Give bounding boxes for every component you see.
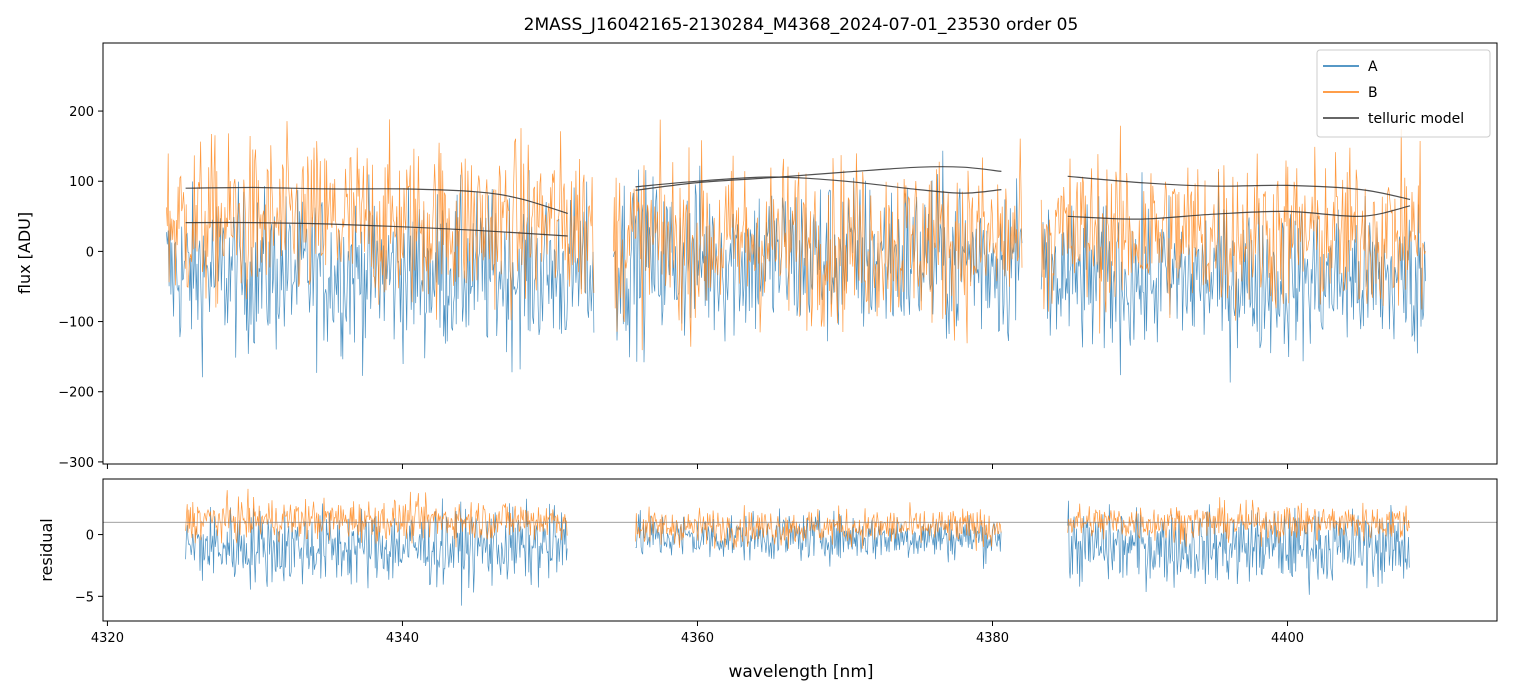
legend: A B telluric model	[1316, 49, 1491, 138]
legend-label-b: B	[1368, 85, 1378, 101]
x-tick-label: 4360	[681, 631, 714, 646]
axes: −300 −200 −100 0 100 200 −5 0 4320 4340 4360 4380 44…	[58, 42, 1498, 646]
flux-y-tick-label: 100	[69, 175, 94, 190]
flux-y-tick-label: 200	[69, 105, 94, 120]
telluric-model-curve-3-2	[1067, 205, 1411, 220]
telluric-model-curve-3-1	[1067, 175, 1411, 201]
flux-y-tick-label: 0	[86, 245, 94, 260]
x-axis-label: wavelength [nm]	[728, 662, 873, 682]
x-tick-label: 4340	[386, 631, 419, 646]
x-tick-label: 4400	[1271, 631, 1304, 646]
legend-frame	[1316, 49, 1491, 138]
telluric-model-curve-2-1	[635, 166, 1002, 191]
flux-y-tick-label: −200	[58, 386, 94, 401]
x-tick-label: 4380	[976, 631, 1009, 646]
flux-axis-label: flux [ADU]	[15, 212, 34, 294]
flux-y-tick-label: −300	[58, 456, 94, 471]
series-b-segment-2	[635, 502, 1002, 551]
chart-title: 2MASS_J16042165-2130284_M4368_2024-07-01…	[524, 15, 1079, 35]
x-tick-label: 4320	[91, 631, 124, 646]
flux-panel	[166, 119, 1426, 383]
residual-y-tick-label: −5	[75, 590, 94, 605]
residual-y-tick-label: 0	[86, 529, 94, 544]
series-b-segment-1	[185, 488, 568, 548]
telluric-model-curve-2-2	[635, 176, 1002, 194]
series-b-segment-2	[613, 119, 1023, 351]
residual-axis-label: residual	[37, 518, 56, 581]
series-a-segment-1	[185, 498, 568, 606]
series-b-segment-3	[1040, 125, 1426, 334]
telluric-model-curve-1-2	[185, 221, 568, 237]
flux-axes-frame	[102, 42, 1498, 465]
legend-label-a: A	[1368, 59, 1378, 75]
flux-y-tick-label: −100	[58, 316, 94, 331]
series-b-segment-3	[1067, 497, 1410, 547]
series-b-segment-1	[166, 119, 595, 321]
telluric-model-curve-1-1	[185, 186, 568, 215]
residual-panel	[103, 488, 1497, 606]
residual-axes-frame	[102, 478, 1498, 622]
legend-label-telluric: telluric model	[1368, 111, 1464, 127]
